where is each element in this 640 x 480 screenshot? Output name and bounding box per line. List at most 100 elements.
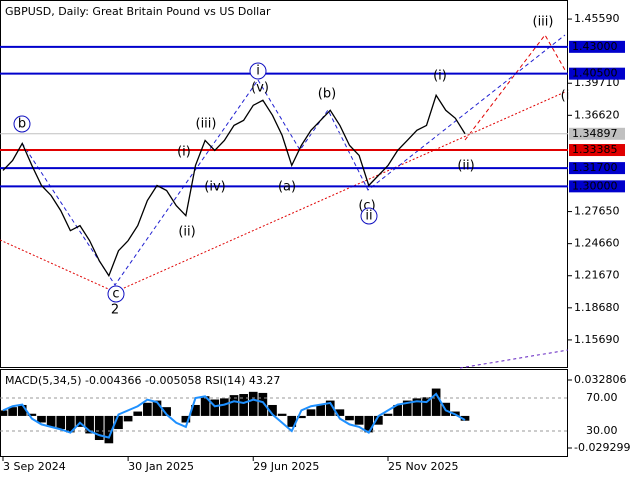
wave-line [464, 34, 566, 141]
macd-bar [17, 404, 27, 416]
macd-bar [248, 391, 258, 416]
wave-circle [107, 285, 125, 303]
wave-label: (i [561, 89, 570, 104]
wave-label: (iv) [204, 180, 225, 195]
macd-bar [0, 410, 8, 416]
rsi-line [2, 392, 466, 439]
macd-bar [258, 392, 268, 416]
wave-lines [0, 34, 569, 369]
x-tick-label: 3 Sep 2024 [3, 460, 66, 473]
wave-circle [360, 207, 378, 225]
level-box [569, 144, 625, 157]
macd-bar [56, 415, 66, 430]
current-price-box [569, 127, 625, 140]
macd-bar [152, 400, 162, 416]
macd-bar [210, 399, 220, 416]
wave-label: ii [365, 209, 372, 224]
current-price-label: 1.34897 [572, 127, 618, 140]
macd-bar [287, 415, 297, 427]
x-tick-label: 29 Jun 2025 [253, 460, 319, 473]
wave-label: (ii) [457, 159, 474, 174]
wave-line [257, 34, 566, 191]
wave-label: (iii) [533, 15, 554, 30]
macd-bar [393, 404, 402, 416]
macd-bar [104, 415, 114, 444]
projection-line [459, 349, 569, 369]
indicator-title: MACD(5,34,5) -0.004366 -0.005058 RSI(14)… [5, 374, 280, 387]
macd-bar [27, 413, 37, 416]
macd-bar [325, 400, 335, 416]
wave-circle [249, 62, 267, 80]
macd-bar [229, 395, 239, 416]
macd-bar [46, 415, 56, 427]
y-tick-label: 1.18680 [574, 301, 620, 314]
rsi-tick-label: 70.00 [586, 391, 618, 404]
macd-bar [422, 397, 431, 416]
level-box [569, 40, 625, 53]
macd-bar [114, 415, 123, 430]
macd-bar [239, 394, 248, 416]
level-box [569, 162, 625, 175]
macd-bar [133, 411, 143, 416]
level-box [569, 67, 625, 80]
macd-bar [297, 415, 306, 419]
macd-bar [354, 415, 364, 425]
macd-bar [431, 388, 441, 416]
macd-bar [85, 415, 94, 434]
y-tick-label: 1.27650 [574, 205, 620, 218]
macd-bar [374, 415, 383, 425]
macd-bar [220, 398, 229, 416]
macd-bar [8, 407, 17, 416]
wave-label: b [18, 117, 26, 132]
macd-bar [143, 402, 152, 416]
macd-bar [181, 415, 191, 423]
wave-label: (iii) [196, 117, 217, 132]
level-label: 1.31700 [572, 161, 618, 174]
y-tick-label: 1.24660 [574, 237, 620, 250]
macd-bar [306, 409, 316, 416]
macd-bar [162, 407, 171, 416]
chart-title: GBPUSD, Daily: Great Britain Pound vs US… [5, 5, 271, 18]
macd-bar [200, 396, 210, 416]
wave-label: (b) [318, 87, 336, 102]
wave-label: (i) [177, 145, 191, 160]
y-tick-label: 1.36620 [574, 108, 620, 121]
macd-tick-label: 0.032806 [574, 373, 627, 386]
macd-bar [412, 398, 422, 416]
wave-label: i [256, 64, 260, 79]
wave-label: (v) [251, 81, 269, 96]
wave-label: (a) [278, 180, 296, 195]
macd-bar [335, 409, 345, 416]
y-tick-label: 1.15690 [574, 333, 620, 346]
y-tick-label: 1.21670 [574, 269, 620, 282]
macd-bar [123, 415, 133, 422]
macd-bar [460, 415, 470, 421]
sub-frame [0, 369, 568, 457]
wave-circle [13, 115, 31, 133]
level-label: 1.43000 [572, 40, 618, 53]
y-tick-label: 1.45590 [574, 12, 620, 25]
macd-bar [402, 400, 412, 416]
macd-bar [94, 415, 104, 441]
macd-bar [37, 415, 46, 423]
macd-bar [191, 404, 200, 416]
level-label: 1.40500 [572, 67, 618, 80]
macd-bar [345, 415, 354, 421]
macd-bar [66, 415, 75, 433]
macd-tick-label: -0.029299 [574, 441, 630, 454]
macd-bar [316, 404, 325, 416]
rsi-tick-label: 30.00 [586, 424, 618, 437]
main-frame [0, 0, 568, 368]
wave-label: (ii) [178, 225, 195, 240]
wave-label: 2 [111, 303, 119, 318]
wave-line [21, 79, 259, 286]
wave-label: (i) [433, 69, 447, 84]
level-label: 1.33385 [572, 143, 618, 156]
x-tick-label: 25 Nov 2025 [388, 460, 458, 473]
level-label: 1.30000 [572, 179, 618, 192]
macd-bar [364, 415, 374, 433]
macd-bar [75, 415, 85, 427]
wave-label: c [112, 287, 119, 302]
